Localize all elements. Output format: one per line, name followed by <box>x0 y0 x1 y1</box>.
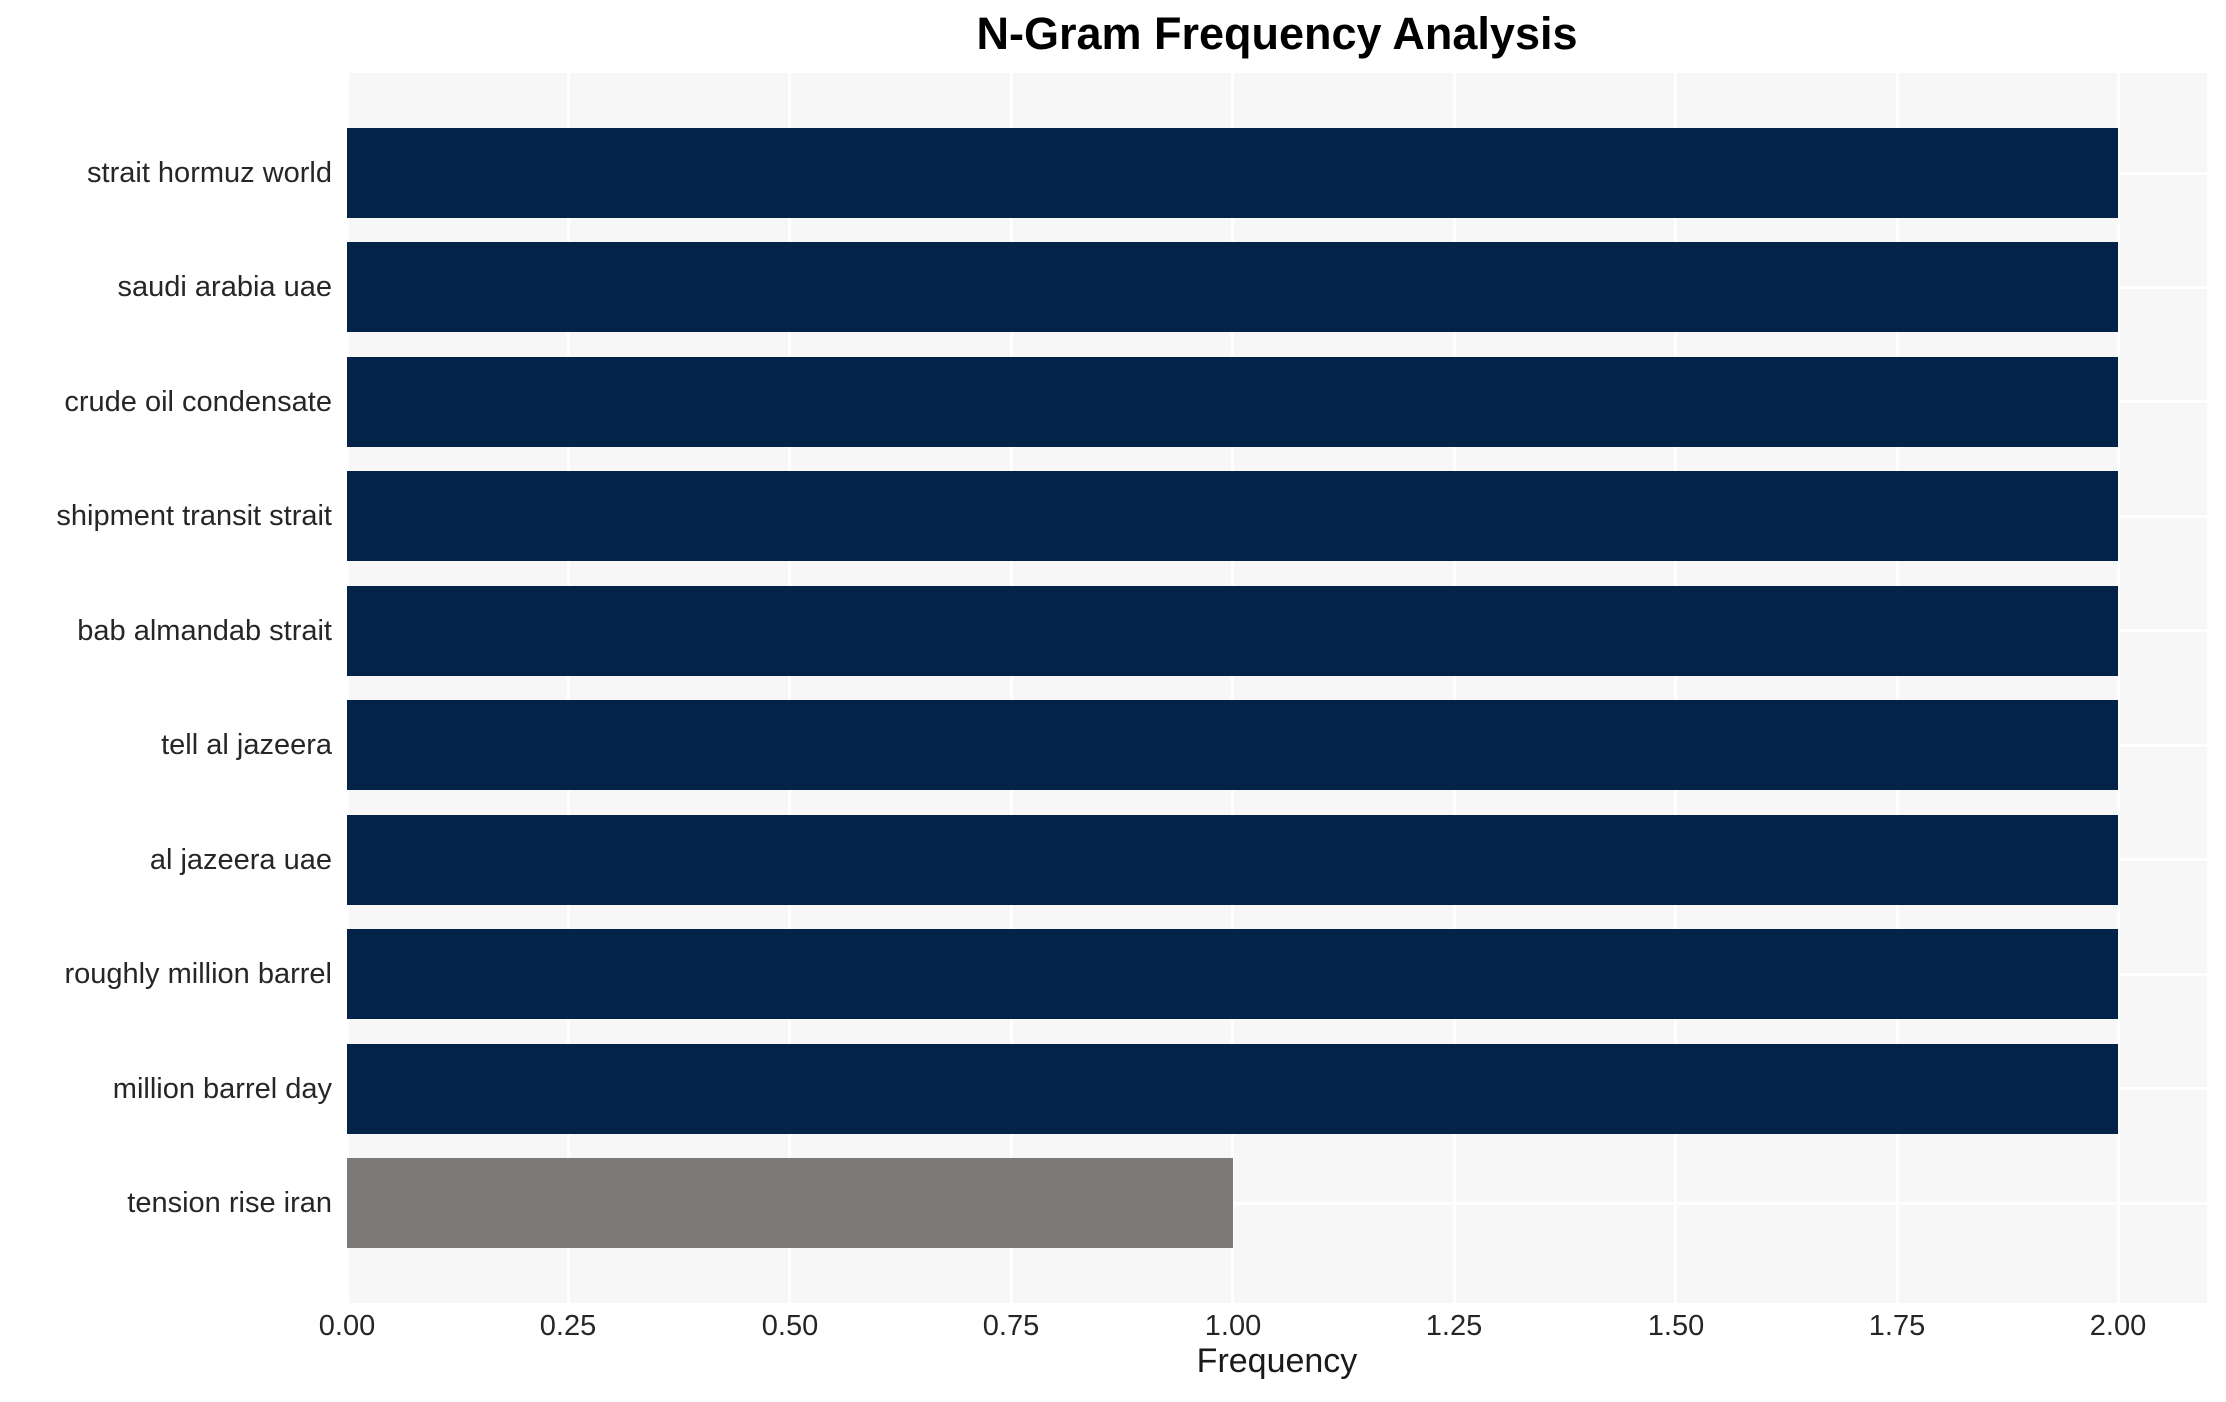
y-tick-label: bab almandab strait <box>77 615 332 647</box>
x-tick-label: 1.25 <box>1425 1310 1483 1342</box>
vertical-gridline <box>1896 73 1899 1303</box>
x-axis-label: Frequency <box>1196 1342 1358 1380</box>
x-tick-label: 0.25 <box>539 1310 597 1342</box>
y-tick-label: tension rise iran <box>127 1187 332 1219</box>
bar <box>347 471 2118 561</box>
y-tick-label: crude oil condensate <box>64 386 332 418</box>
plot-area <box>346 73 2207 1303</box>
x-tick-label: 0.75 <box>982 1310 1040 1342</box>
vertical-gridline <box>2117 73 2120 1303</box>
bar <box>347 242 2118 332</box>
bar <box>347 700 2118 790</box>
bar <box>347 929 2118 1019</box>
x-tick-label: 1.50 <box>1647 1310 1705 1342</box>
vertical-gridline <box>346 73 349 1303</box>
y-tick-label: al jazeera uae <box>149 844 332 876</box>
vertical-gridline <box>1674 73 1677 1303</box>
vertical-gridline <box>1231 73 1234 1303</box>
x-tick-label: 1.75 <box>1868 1310 1926 1342</box>
x-tick-label: 2.00 <box>2089 1310 2147 1342</box>
x-tick-label: 0.00 <box>318 1310 376 1342</box>
y-tick-label: roughly million barrel <box>64 958 332 990</box>
bar <box>347 128 2118 218</box>
vertical-gridline <box>567 73 570 1303</box>
bar <box>347 586 2118 676</box>
y-tick-label: million barrel day <box>112 1073 332 1105</box>
bar <box>347 1158 1233 1248</box>
vertical-gridline <box>1010 73 1013 1303</box>
horizontal-gridline <box>347 1202 2207 1205</box>
x-tick-label: 0.50 <box>761 1310 819 1342</box>
bar <box>347 815 2118 905</box>
y-tick-label: strait hormuz world <box>87 157 332 189</box>
chart-title: N-Gram Frequency Analysis <box>976 8 1578 59</box>
bar <box>347 357 2118 447</box>
y-tick-label: shipment transit strait <box>56 500 332 532</box>
x-tick-label: 1.00 <box>1204 1310 1262 1342</box>
vertical-gridline <box>788 73 791 1303</box>
y-tick-label: tell al jazeera <box>161 729 332 761</box>
bar <box>347 1044 2118 1134</box>
vertical-gridline <box>1453 73 1456 1303</box>
y-tick-label: saudi arabia uae <box>117 271 332 303</box>
